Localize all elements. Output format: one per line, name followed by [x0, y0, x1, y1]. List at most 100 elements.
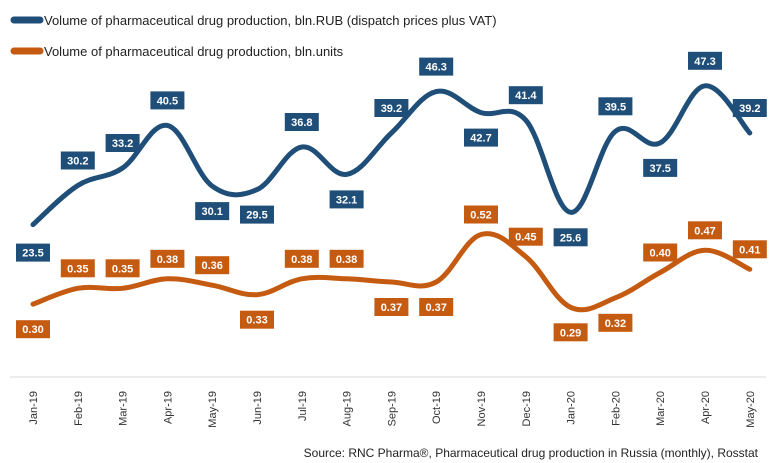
data-label-box — [419, 57, 454, 76]
data-label-box — [105, 259, 140, 278]
x-tick-label: Dec-19 — [521, 391, 533, 426]
data-label-box — [150, 249, 185, 268]
data-label-text: 41.4 — [515, 90, 537, 102]
data-label-box — [374, 298, 409, 316]
data-label-units: 0.38 — [329, 249, 364, 268]
data-label-units: 0.38 — [150, 249, 185, 268]
data-label-box — [60, 259, 95, 278]
data-label-rub: 41.4 — [508, 86, 543, 105]
data-label-text: 23.5 — [22, 248, 43, 260]
data-label-text: 0.29 — [560, 327, 581, 339]
data-label-rub: 23.5 — [16, 243, 50, 262]
data-label-text: 42.7 — [470, 133, 491, 145]
data-label-rub: 33.2 — [105, 134, 140, 152]
data-label-box — [329, 190, 364, 209]
data-label-text: 30.2 — [67, 156, 88, 168]
legend-item-units: Volume of pharmaceutical drug production… — [10, 44, 344, 59]
data-label-units: 0.29 — [553, 323, 588, 342]
data-label-units: 0.40 — [643, 243, 678, 262]
data-label-text: 0.47 — [694, 225, 715, 237]
data-label-box — [195, 256, 230, 275]
data-label-text: 32.1 — [336, 194, 357, 206]
legend-item-rub: Volume of pharmaceutical drug production… — [10, 13, 497, 28]
data-label-rub: 30.2 — [60, 151, 95, 170]
data-label-text: 0.35 — [112, 263, 133, 275]
data-label-text: 39.2 — [739, 103, 760, 115]
x-tick-label: Jul-19 — [297, 391, 309, 421]
data-label-box — [329, 249, 364, 268]
data-label-text: 0.35 — [67, 263, 88, 275]
data-label-units: 0.45 — [508, 227, 543, 246]
data-label-box — [105, 134, 140, 152]
data-labels-layer: 23.5 30.2 33.2 40.5 30.1 29.5 36.8 32.1 39.2 46.3… — [16, 51, 767, 342]
data-label-box — [732, 240, 767, 259]
data-label-text: 0.33 — [246, 315, 267, 327]
x-tick-label: Mar-20 — [655, 391, 667, 426]
data-label-units: 0.52 — [464, 205, 498, 224]
data-label-units: 0.36 — [195, 256, 230, 275]
data-label-text: 0.52 — [470, 210, 491, 222]
x-axis-ticks: Jan-19 Feb-19 Mar-19 Apr-19 May-19 Jun-19 Jul-… — [28, 391, 757, 428]
data-label-box — [643, 158, 678, 177]
x-tick-label: Apr-20 — [700, 391, 712, 424]
data-label-rub: 25.6 — [553, 228, 588, 247]
data-label-units: 0.37 — [374, 298, 409, 316]
data-label-text: 0.40 — [649, 248, 670, 260]
data-label-box — [598, 97, 633, 116]
data-label-units: 0.35 — [60, 259, 95, 278]
x-tick-label: Feb-20 — [610, 391, 622, 426]
x-tick-label: Mar-19 — [118, 391, 130, 426]
data-label-box — [643, 243, 678, 262]
data-label-units: 0.35 — [105, 259, 140, 278]
data-label-box — [16, 243, 50, 262]
x-tick-label: Oct-19 — [431, 391, 443, 424]
data-label-text: 0.38 — [157, 254, 178, 266]
data-label-rub: 39.2 — [374, 99, 409, 117]
legend-label-units: Volume of pharmaceutical drug production… — [44, 44, 344, 59]
data-label-text: 33.2 — [112, 138, 133, 150]
data-label-box — [240, 310, 274, 329]
data-label-text: 39.2 — [381, 103, 402, 115]
data-label-text: 36.8 — [291, 117, 312, 129]
data-label-text: 0.45 — [515, 232, 536, 244]
data-label-box — [688, 51, 722, 70]
data-label-box — [150, 91, 185, 110]
data-label-text: 46.3 — [425, 62, 446, 74]
x-tick-label: Apr-19 — [162, 391, 174, 424]
data-label-text: 37.5 — [649, 163, 670, 175]
x-tick-label: May-20 — [745, 391, 757, 428]
x-tick-label: Jan-19 — [28, 391, 40, 425]
data-label-text: 0.36 — [201, 260, 222, 272]
data-label-text: 0.30 — [22, 324, 43, 336]
x-tick-label: Aug-19 — [342, 391, 354, 426]
x-tick-label: Jun-19 — [252, 391, 264, 425]
x-tick-label: May-19 — [207, 391, 219, 428]
data-label-rub: 29.5 — [240, 205, 274, 224]
x-tick-label: Nov-19 — [476, 391, 488, 426]
data-label-text: 0.37 — [425, 302, 446, 314]
data-label-text: 40.5 — [157, 95, 178, 107]
data-label-text: 39.5 — [605, 101, 626, 113]
series-line-units — [30, 231, 753, 313]
data-label-box — [284, 249, 319, 268]
data-label-box — [508, 86, 543, 105]
data-label-text: 0.41 — [739, 244, 760, 256]
series-line-rub — [30, 83, 753, 228]
source-note: Source: RNC Pharma®, Pharmaceutical drug… — [304, 446, 759, 460]
data-label-units: 0.30 — [16, 320, 50, 339]
data-label-box — [732, 99, 767, 117]
data-label-rub: 32.1 — [329, 190, 364, 209]
data-label-text: 30.1 — [201, 206, 222, 218]
data-label-rub: 39.2 — [732, 99, 767, 117]
data-label-box — [553, 228, 588, 247]
x-tick-label: Jan-20 — [566, 391, 578, 425]
data-label-box — [688, 221, 722, 240]
data-label-text: 0.38 — [291, 254, 312, 266]
data-label-box — [60, 151, 95, 170]
data-label-units: 0.37 — [419, 298, 454, 316]
data-label-box — [464, 128, 498, 147]
data-label-text: 47.3 — [694, 56, 715, 68]
data-label-box — [240, 205, 274, 224]
data-label-box — [553, 323, 588, 342]
